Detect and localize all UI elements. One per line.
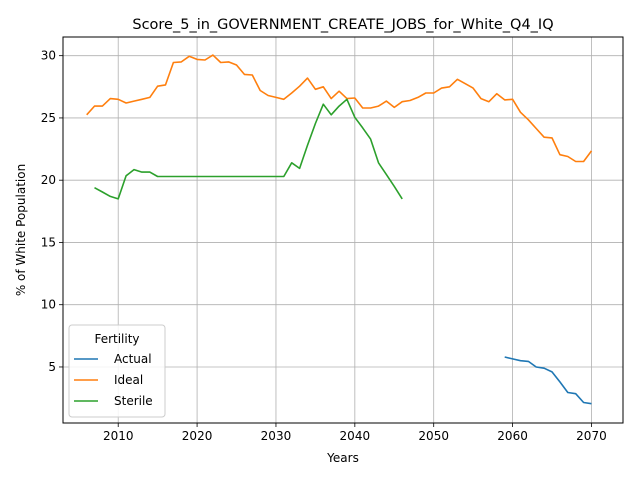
series-line-ideal [86, 54, 593, 163]
y-axis: 5 10 15 20 25 30 [41, 49, 63, 374]
series-line-sterile [94, 98, 403, 200]
y-tick-label: 5 [48, 360, 56, 374]
x-tick-label: 2030 [261, 429, 292, 443]
y-axis-label: % of White Population [14, 164, 28, 296]
x-tick-label: 2040 [340, 429, 371, 443]
y-tick-label: 15 [41, 235, 56, 249]
legend-box [68, 324, 166, 418]
x-tick-label: 2060 [497, 429, 528, 443]
x-axis: 2010 2020 2030 2040 2050 2060 2070 [103, 423, 607, 443]
x-tick-label: 2050 [418, 429, 449, 443]
legend-title: Fertility [94, 332, 139, 346]
series-line-actual [504, 356, 592, 405]
x-tick-label: 2020 [182, 429, 213, 443]
x-tick-label: 2070 [576, 429, 607, 443]
x-axis-label: Years [326, 451, 359, 465]
legend-label-ideal: Ideal [114, 373, 143, 387]
legend-label-actual: Actual [114, 352, 152, 366]
legend: Fertility Actual Ideal Sterile [68, 324, 166, 418]
grid [63, 37, 623, 423]
y-tick-label: 30 [41, 49, 56, 63]
y-tick-label: 20 [41, 173, 56, 187]
chart-title: Score_5_in_GOVERNMENT_CREATE_JOBS_for_Wh… [132, 17, 553, 33]
y-tick-label: 25 [41, 111, 56, 125]
plot-frame [62, 36, 624, 424]
legend-label-sterile: Sterile [114, 394, 153, 408]
series-lines [86, 54, 593, 405]
y-tick-label: 10 [41, 298, 56, 312]
x-tick-label: 2010 [103, 429, 134, 443]
